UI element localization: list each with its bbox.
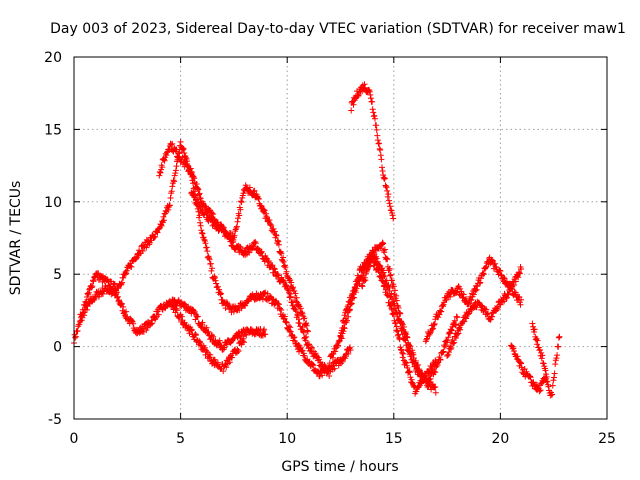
x-tick-label: 15 [385, 431, 403, 447]
chart-title: Day 003 of 2023, Sidereal Day-to-day VTE… [50, 21, 626, 37]
marker-cloud-track-f [348, 81, 397, 222]
y-tick-label: 20 [44, 50, 62, 66]
grid-lines [74, 57, 607, 419]
series-track-m [508, 342, 550, 395]
x-axis-label: GPS time / hours [281, 459, 398, 475]
y-tick-label: 0 [53, 340, 62, 356]
y-tick-label: -5 [48, 412, 62, 428]
plot-frame [73, 56, 608, 420]
marker-cloud-track-d [188, 182, 311, 335]
series-track-l [529, 320, 563, 399]
series-track-i [358, 239, 439, 396]
x-tick-label: 25 [598, 431, 616, 447]
data-points [71, 81, 563, 399]
axis-ticks: 0 5 10 15 20 25 -5 0 5 10 15 20 [44, 50, 616, 447]
y-tick-label: 5 [53, 267, 62, 283]
series-track-k [444, 284, 525, 359]
marker-cloud-track-m [508, 342, 550, 395]
y-tick-label: 15 [44, 122, 62, 138]
series-track-f [348, 81, 397, 222]
marker-cloud-track-l [529, 320, 563, 399]
x-tick-label: 0 [70, 431, 79, 447]
marker-cloud-track-k [444, 284, 525, 359]
marker-cloud-track-j [422, 254, 525, 345]
x-tick-label: 10 [278, 431, 296, 447]
series-track-d [188, 182, 311, 335]
marker-cloud-track-b [77, 138, 354, 380]
marker-cloud-track-i [358, 239, 439, 396]
marker-cloud-track-e [166, 297, 247, 375]
y-axis-label: SDTVAR / TECUs [8, 181, 24, 296]
y-tick-label: 10 [44, 195, 62, 211]
series-track-e [166, 297, 247, 375]
series-track-j [422, 254, 525, 345]
x-tick-label: 5 [176, 431, 185, 447]
series-track-b [77, 138, 354, 380]
x-tick-label: 20 [491, 431, 509, 447]
